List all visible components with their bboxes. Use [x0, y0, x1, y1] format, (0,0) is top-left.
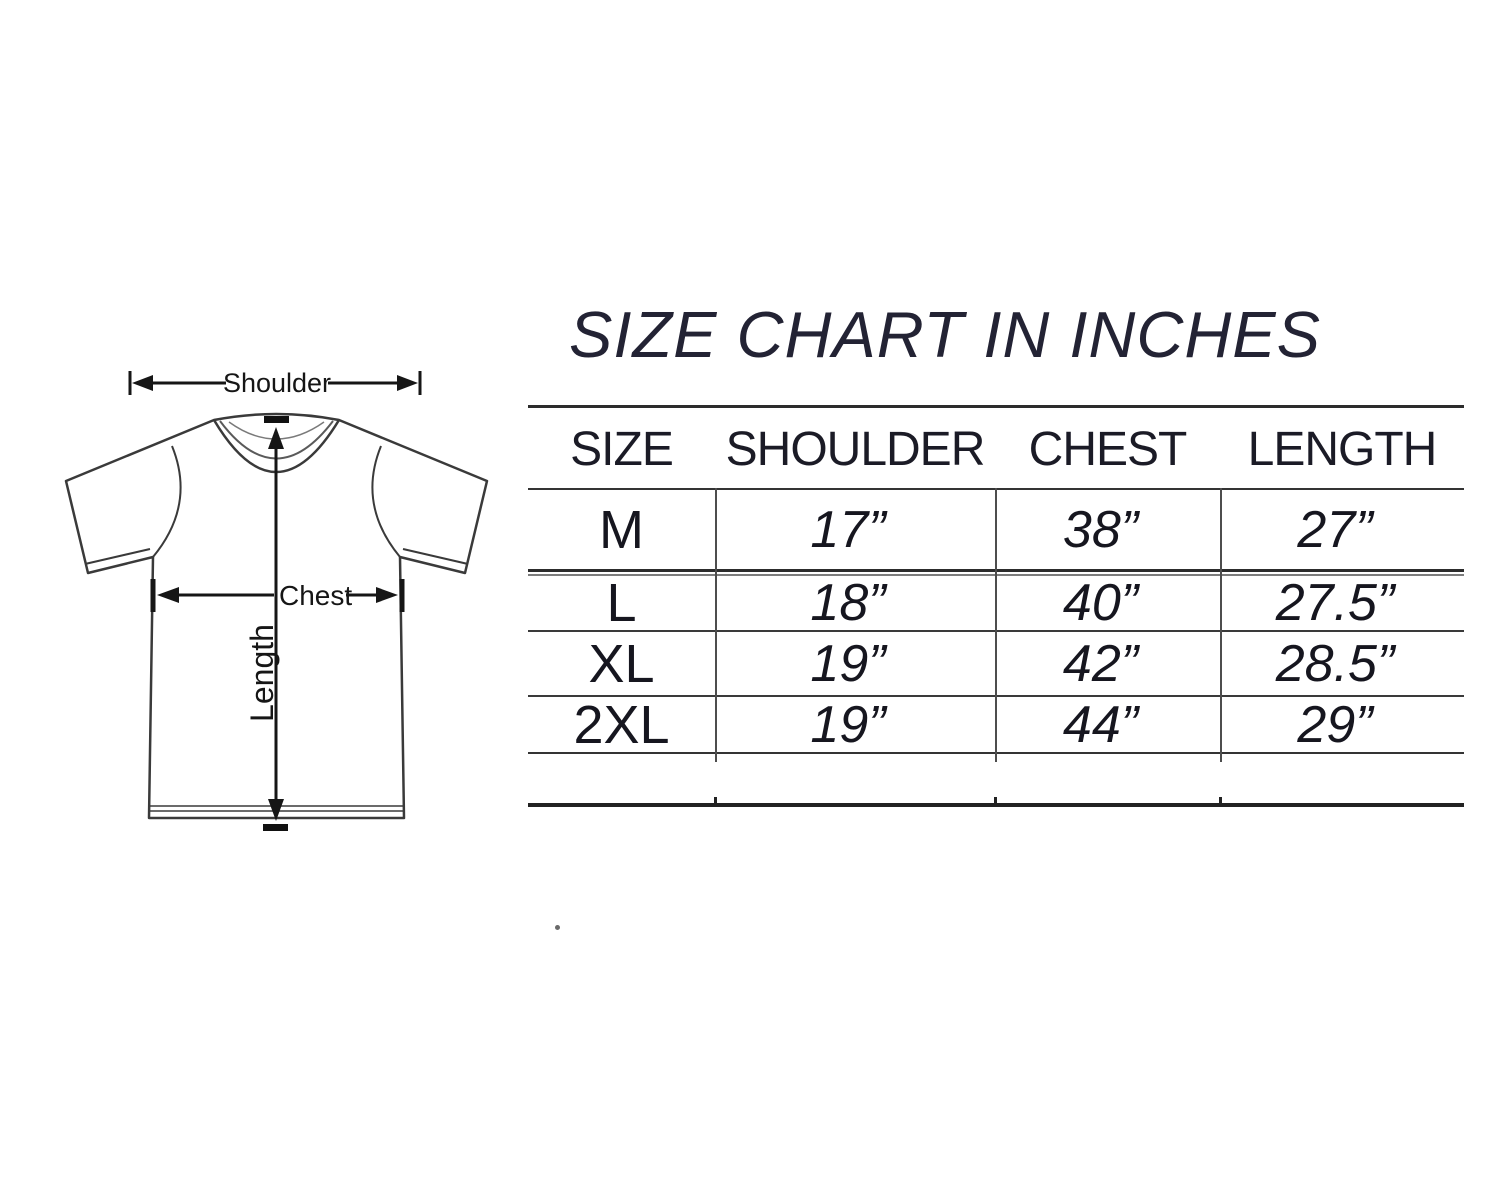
cell-chest: 42” — [1062, 634, 1139, 693]
cell-chest: 40” — [1062, 574, 1139, 632]
cell-size: XL — [588, 633, 655, 694]
cell-size: 2XL — [573, 694, 670, 755]
table-header-row: SIZE SHOULDER CHEST LENGTH — [528, 411, 1464, 488]
column-rule-3 — [1220, 488, 1222, 762]
column-rule-2 — [995, 488, 997, 762]
print-artifact-dot — [555, 925, 560, 930]
table-top-rule — [528, 405, 1464, 408]
column-tick-2 — [994, 797, 997, 804]
length-dimension-arrow: Length — [244, 416, 289, 831]
cell-length: 29” — [1297, 695, 1373, 754]
table-row: L 18” 40” 27.5” — [528, 573, 1464, 633]
column-tick-1 — [714, 797, 717, 804]
cell-shoulder: 19” — [810, 634, 886, 693]
length-label: Length — [244, 624, 280, 722]
cell-shoulder: 17” — [810, 501, 886, 559]
column-tick-3 — [1219, 797, 1222, 804]
header-length: LENGTH — [1247, 423, 1438, 476]
cell-chest: 38” — [1062, 501, 1139, 559]
size-table: SIZE SHOULDER CHEST LENGTH M 17” 38” 27”… — [528, 405, 1464, 825]
cell-shoulder: 19” — [810, 695, 886, 754]
cell-length: 27.5” — [1275, 574, 1395, 632]
header-size: SIZE — [570, 423, 674, 476]
cell-chest: 44” — [1062, 695, 1139, 754]
header-shoulder: SHOULDER — [725, 423, 986, 476]
chest-label: Chest — [279, 580, 352, 611]
table-row: 2XL 19” 44” 29” — [528, 694, 1464, 755]
table-row: M 17” 38” 27” — [528, 491, 1464, 569]
cell-length: 27” — [1297, 501, 1373, 559]
cell-size: L — [606, 573, 637, 633]
column-rule-1 — [715, 488, 717, 762]
shoulder-dimension-arrow: Shoulder — [128, 368, 422, 398]
table-row: XL 19” 42” 28.5” — [528, 632, 1464, 695]
tshirt-diagram: Shoulder — [30, 355, 510, 865]
shoulder-label: Shoulder — [223, 368, 331, 398]
page-title: SIZE CHART IN INCHES — [569, 298, 1321, 371]
cell-shoulder: 18” — [810, 574, 886, 632]
header-chest: CHEST — [1028, 423, 1188, 476]
cell-size: M — [599, 500, 644, 560]
cell-length: 28.5” — [1275, 634, 1395, 693]
table-bottom-rule — [528, 803, 1464, 807]
chest-dimension-arrow: Chest — [150, 579, 405, 612]
